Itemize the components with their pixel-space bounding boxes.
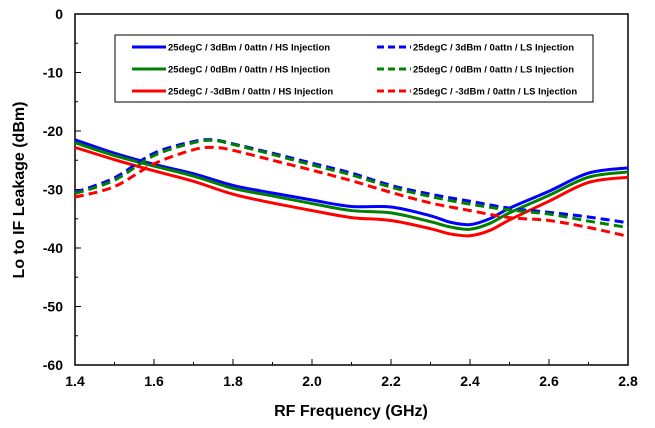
legend-label-1: 25degC / 3dBm / 0attn / HS Injection <box>168 43 330 54</box>
series-line-6 <box>74 145 629 238</box>
ticks-layer: 1.4 1.6 1.8 2.0 2.2 2.4 2.6 2.8 0 -10 -20 -30 -40 -50… <box>43 6 638 389</box>
x-tick-label: 2.0 <box>302 373 322 389</box>
series-line-4 <box>74 138 629 225</box>
x-tick-label: 2.2 <box>381 373 401 389</box>
x-tick-label: 1.4 <box>65 373 85 389</box>
y-tick-label: -20 <box>43 123 63 139</box>
y-tick-label: -40 <box>43 240 63 256</box>
legend-label-2: 25degC / 0dBm / 0attn / HS Injection <box>168 65 330 76</box>
y-tick-label: -50 <box>43 299 63 315</box>
x-tick-label: 1.8 <box>223 373 243 389</box>
series-line-5 <box>74 138 629 230</box>
y-tick-label: -60 <box>43 357 63 373</box>
legend-box <box>114 34 594 103</box>
legend-label-3: 25degC / -3dBm / 0attn / HS Injection <box>168 87 333 98</box>
y-tick-label: 0 <box>55 6 63 22</box>
x-tick-label: 2.4 <box>460 373 480 389</box>
legend-label-5: 25degC / 0dBm / 0attn / LS Injection <box>413 65 574 76</box>
series-layer <box>74 138 629 238</box>
x-axis-title: RF Frequency (GHz) <box>274 403 428 420</box>
y-tick-label: -10 <box>43 65 63 81</box>
series-line-1 <box>74 138 629 227</box>
y-axis-title: Lo to IF Leakage (dBm) <box>11 102 28 279</box>
legend-label-4: 25degC / 3dBm / 0attn / LS Injection <box>413 43 574 54</box>
x-tick-label: 2.8 <box>618 373 638 389</box>
x-tick-label: 1.6 <box>144 373 164 389</box>
legend-label-6: 25degC / -3dBm / 0attn / LS Injection <box>413 87 577 98</box>
x-tick-label: 2.6 <box>539 373 559 389</box>
legend: 25degC / 3dBm / 0attn / HS Injection 25de… <box>114 34 594 103</box>
series-line-3 <box>74 145 629 238</box>
y-tick-label: -30 <box>43 182 63 198</box>
